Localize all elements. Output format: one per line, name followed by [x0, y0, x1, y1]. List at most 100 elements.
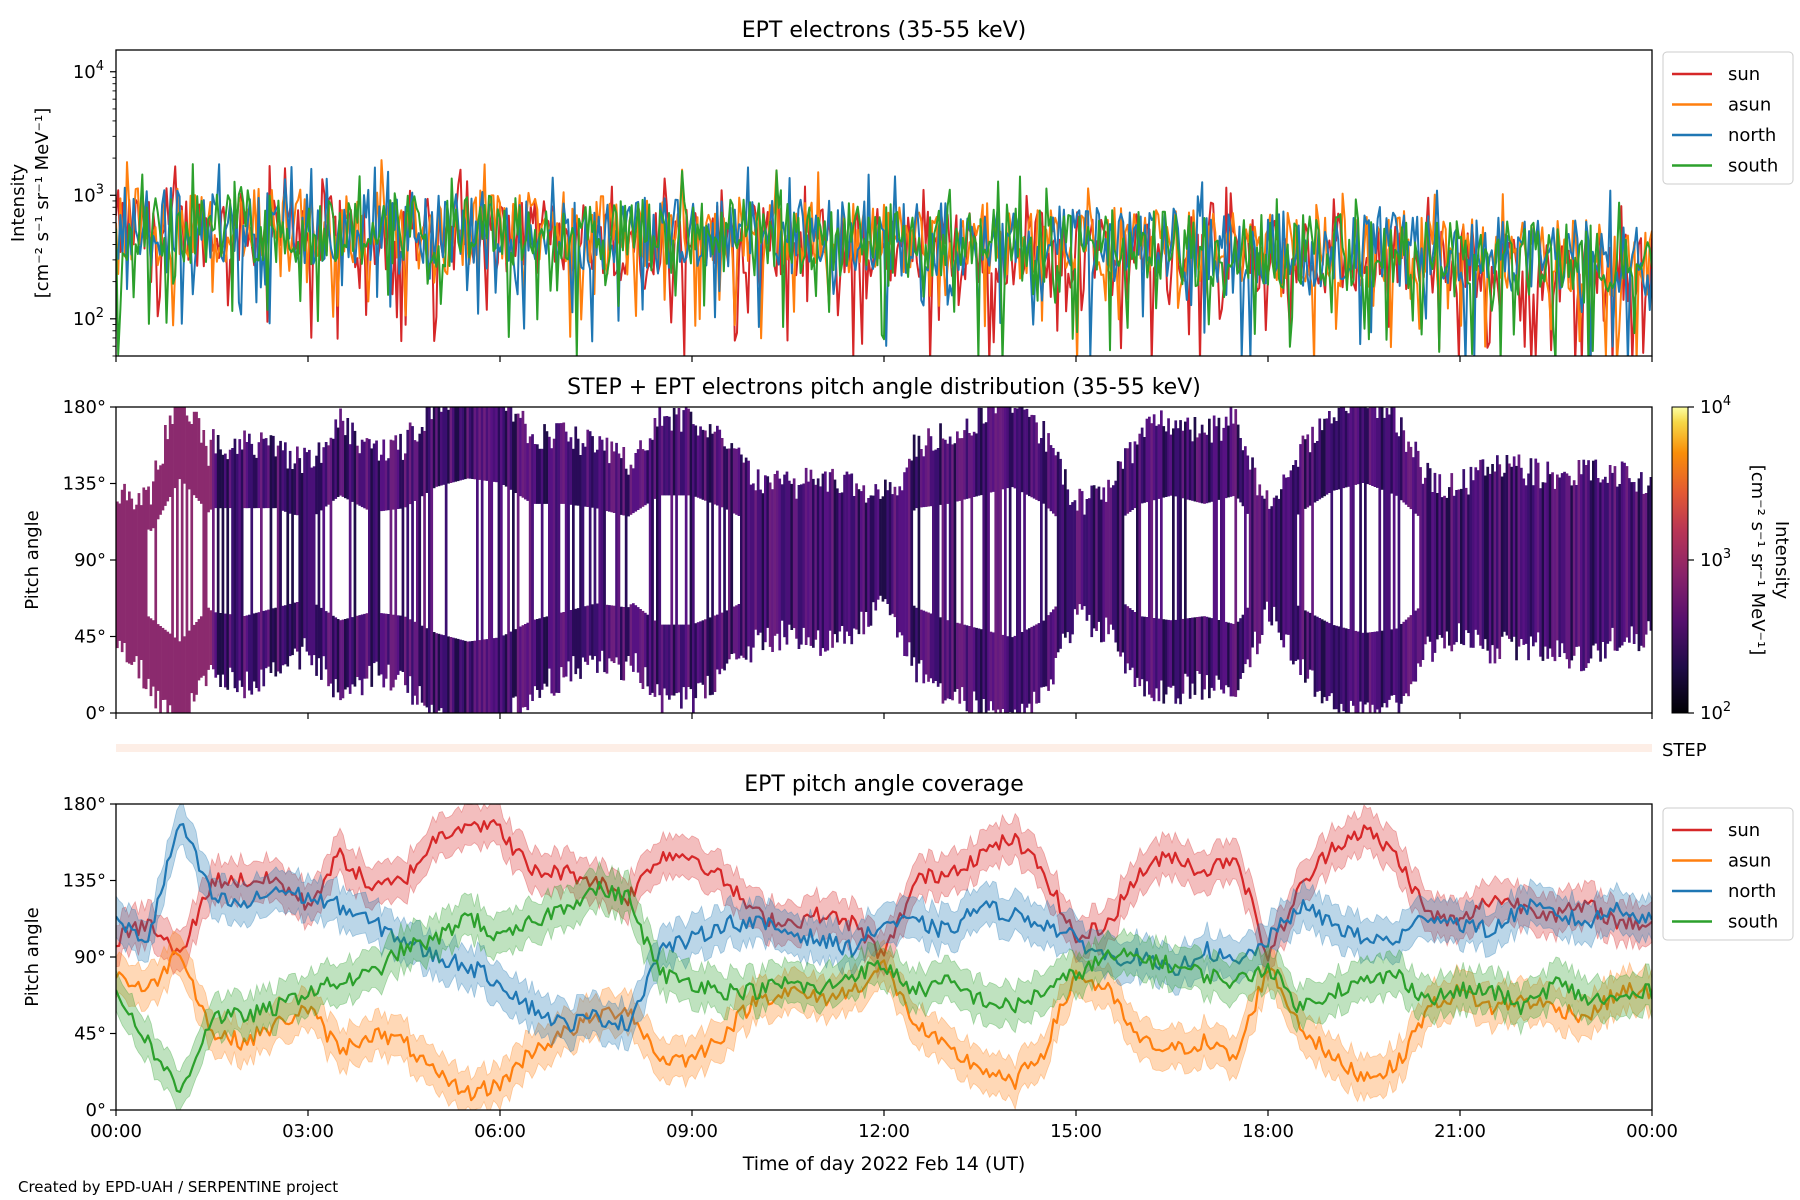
- heatmap-cell: [1592, 460, 1595, 646]
- heatmap-cell: [440, 411, 443, 486]
- heatmap-cell: [1380, 407, 1384, 490]
- heatmap-cell: [195, 411, 198, 498]
- heatmap-cell: [927, 612, 930, 682]
- heatmap-cell: [1246, 455, 1250, 514]
- heatmap-cell: [1253, 467, 1257, 632]
- heatmap-cell: [399, 615, 402, 671]
- heatmap-cell: [1198, 433, 1202, 503]
- colorbar-tick-exponent: 2: [1723, 700, 1731, 715]
- heatmap-cell: [1265, 490, 1269, 602]
- heatmap-cell: [228, 614, 232, 668]
- heatmap-cell: [591, 436, 594, 508]
- heatmap-cell: [956, 622, 959, 689]
- heatmap-cell: [509, 407, 513, 490]
- heatmap-cell: [1558, 477, 1562, 657]
- heatmap-cell: [459, 407, 462, 481]
- heatmap-cell: [221, 454, 225, 675]
- heatmap-cell: [1395, 628, 1398, 703]
- heatmap-cell: [1644, 493, 1648, 635]
- heatmap-cell: [718, 429, 722, 675]
- heatmap-cell: [1234, 409, 1238, 697]
- heatmap-cell: [1332, 417, 1336, 491]
- heatmap-cell: [480, 407, 484, 713]
- heatmap-cell: [1601, 479, 1605, 642]
- heatmap-cell: [855, 483, 858, 630]
- heatmap-cell: [1421, 483, 1425, 660]
- heatmap-cell: [1217, 417, 1221, 500]
- heatmap-cell: [1126, 448, 1130, 514]
- heatmap-cell: [473, 407, 477, 480]
- heatmap-cell: [1191, 441, 1194, 501]
- heatmap-cell: [1256, 495, 1259, 655]
- heatmap-cell: [555, 423, 558, 693]
- heatmap-cell: [279, 440, 282, 674]
- heatmap-cell: [768, 482, 772, 647]
- heatmap-cell: [1304, 439, 1307, 509]
- heatmap-cell: [1347, 413, 1350, 487]
- heatmap-cell: [797, 485, 801, 649]
- heatmap-cell: [425, 407, 429, 493]
- heatmap-cell: [1076, 510, 1079, 615]
- heatmap-cell: [341, 420, 345, 497]
- heatmap-cell: [514, 629, 518, 697]
- heatmap-cell: [183, 407, 186, 484]
- heatmap-cell: [1630, 482, 1634, 627]
- heatmap-cell: [1335, 625, 1338, 710]
- heatmap-cell: [831, 468, 834, 648]
- heatmap-cell: [353, 430, 357, 687]
- heatmap-cell: [1419, 467, 1422, 667]
- heatmap-cell: [730, 443, 734, 654]
- heatmap-cell: [1371, 632, 1374, 705]
- heatmap-cell: [504, 634, 508, 713]
- heatmap-cell: [1071, 502, 1074, 635]
- heatmap-cell: [1263, 498, 1266, 610]
- heatmap-cell: [1270, 506, 1274, 626]
- heatmap-cell: [1352, 407, 1355, 706]
- heatmap-cell: [161, 627, 165, 700]
- heatmap-cell: [1575, 485, 1578, 647]
- heatmap-cell: [639, 609, 642, 683]
- heatmap-cell: [1172, 428, 1175, 686]
- heatmap-cell: [1604, 476, 1607, 659]
- heatmap-cell: [173, 407, 177, 489]
- heatmap-cell: [1580, 474, 1583, 672]
- heatmap-cell: [1520, 467, 1523, 639]
- heatmap-cell: [1032, 415, 1036, 499]
- heatmap-cell: [1544, 482, 1547, 647]
- y-tick-label: 0°: [86, 703, 106, 724]
- heatmap-cell: [168, 415, 172, 497]
- heatmap-cell: [980, 407, 983, 496]
- heatmap-cell: [620, 458, 623, 515]
- heatmap-cell: [375, 440, 378, 662]
- heatmap-cell: [1476, 470, 1480, 635]
- heatmap-cell: [1196, 617, 1199, 671]
- heatmap-cell: [1054, 606, 1058, 658]
- heatmap-cell: [264, 610, 268, 669]
- heatmap-cell: [442, 635, 446, 713]
- heatmap-cell: [905, 467, 909, 657]
- heatmap-cell: [912, 434, 916, 511]
- series-line-sun: [116, 819, 1652, 962]
- heatmap-cell: [1335, 421, 1338, 490]
- heatmap-cell: [202, 430, 206, 676]
- heatmap-cell: [804, 467, 808, 645]
- heatmap-cell: [1368, 407, 1372, 485]
- heatmap-cell: [562, 422, 566, 504]
- heatmap-cell: [953, 443, 957, 692]
- legend-label-north: north: [1728, 125, 1776, 146]
- x-tick-label: 15:00: [1050, 1121, 1102, 1142]
- heatmap-cell: [267, 445, 270, 509]
- heatmap-cell: [185, 415, 189, 713]
- heatmap-cell: [1361, 407, 1365, 483]
- heatmap-cell: [1028, 628, 1031, 704]
- heatmap-cell: [812, 478, 815, 648]
- heatmap-cell: [408, 619, 412, 677]
- heatmap-cell: [1040, 438, 1043, 688]
- heatmap-cell: [245, 442, 249, 509]
- heatmap-cell: [464, 407, 467, 480]
- heatmap-cell: [1412, 457, 1415, 682]
- heatmap-cell: [334, 617, 338, 680]
- heatmap-cell: [1457, 489, 1461, 624]
